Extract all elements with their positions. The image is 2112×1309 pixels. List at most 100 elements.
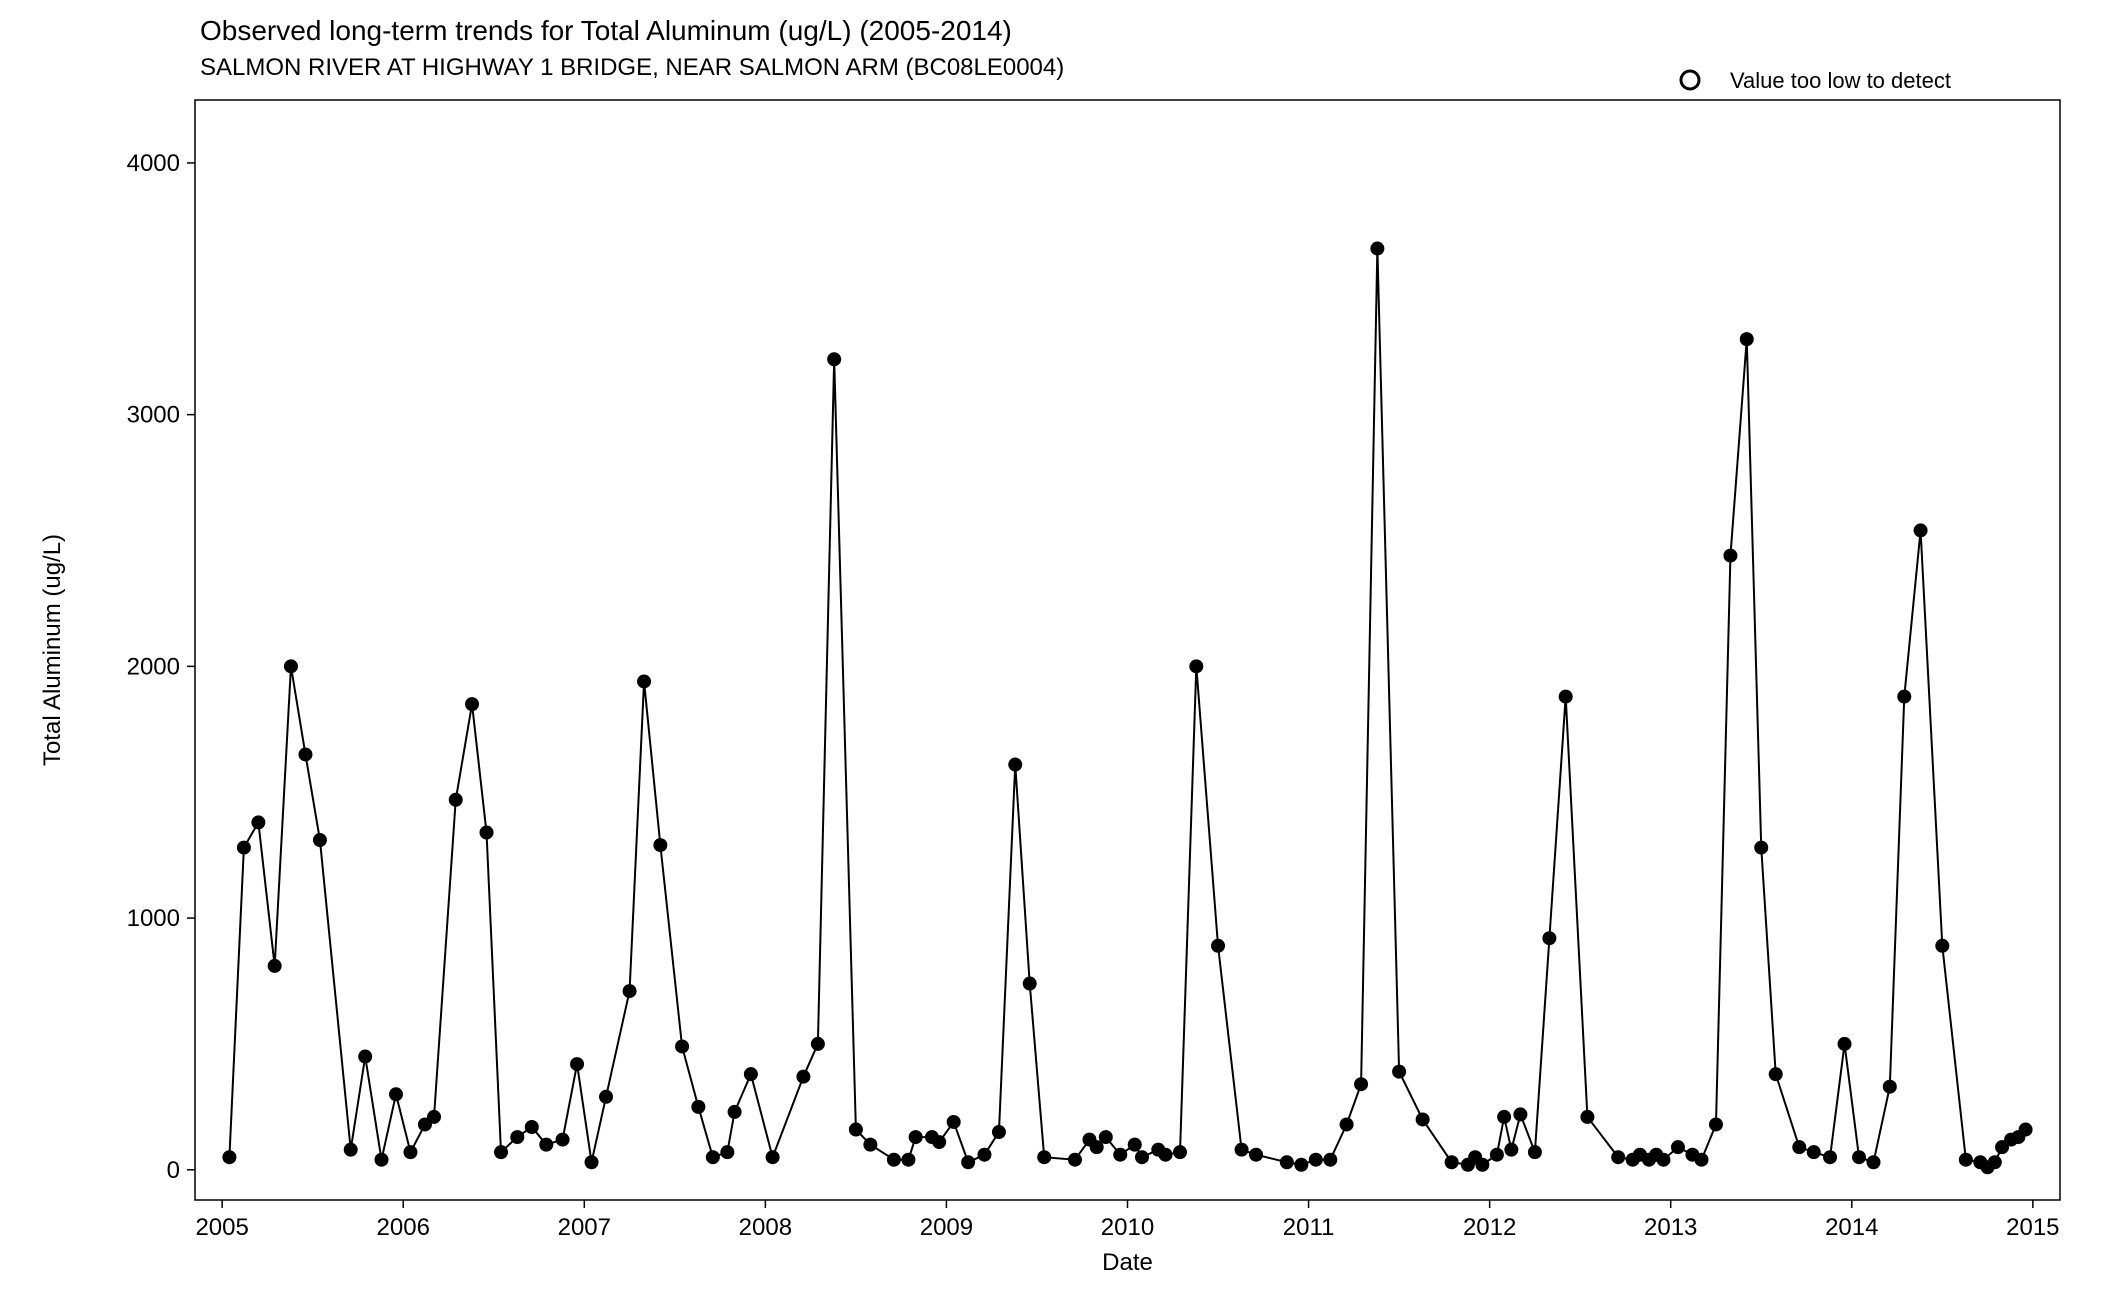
x-tick-label: 2012 (1463, 1214, 1516, 1241)
chart-container: Observed long-term trends for Total Alum… (0, 0, 2112, 1309)
data-point (251, 815, 265, 829)
x-axis-label: Date (1102, 1249, 1153, 1276)
data-point (2019, 1123, 2033, 1137)
data-point (947, 1115, 961, 1129)
data-point (1323, 1153, 1337, 1167)
data-point (556, 1133, 570, 1147)
data-point (1008, 758, 1022, 772)
x-tick-label: 2005 (195, 1214, 248, 1241)
data-point (796, 1070, 810, 1084)
data-point (1173, 1145, 1187, 1159)
x-tick-label: 2009 (920, 1214, 973, 1241)
data-point (1694, 1153, 1708, 1167)
data-point (766, 1150, 780, 1164)
data-point (449, 793, 463, 807)
x-tick-label: 2014 (1825, 1214, 1878, 1241)
data-point (1769, 1067, 1783, 1081)
data-point (480, 825, 494, 839)
data-point (222, 1150, 236, 1164)
data-point (570, 1057, 584, 1071)
data-point (1807, 1145, 1821, 1159)
data-point (1280, 1155, 1294, 1169)
data-point (1340, 1117, 1354, 1131)
data-point (1709, 1117, 1723, 1131)
x-tick-label: 2015 (2006, 1214, 2059, 1241)
data-point (1416, 1112, 1430, 1126)
data-point (706, 1150, 720, 1164)
data-point (403, 1145, 417, 1159)
data-point (1838, 1037, 1852, 1051)
data-point (1580, 1110, 1594, 1124)
data-point (1823, 1150, 1837, 1164)
data-point (237, 841, 251, 855)
data-point (1852, 1150, 1866, 1164)
data-point (1656, 1153, 1670, 1167)
data-point (720, 1145, 734, 1159)
data-point (1392, 1065, 1406, 1079)
data-point (389, 1087, 403, 1101)
data-point (284, 659, 298, 673)
data-point (1099, 1130, 1113, 1144)
legend: Value too low to detect (1681, 68, 1951, 93)
chart-subtitle: SALMON RIVER AT HIGHWAY 1 BRIDGE, NEAR S… (200, 54, 1064, 81)
x-tick-label: 2013 (1644, 1214, 1697, 1241)
series-line (229, 249, 2025, 1168)
data-point (728, 1105, 742, 1119)
data-point (1490, 1148, 1504, 1162)
data-point (1294, 1158, 1308, 1172)
data-point (313, 833, 327, 847)
data-point (637, 674, 651, 688)
plot-border (195, 100, 2060, 1200)
x-tick-label: 2011 (1283, 1214, 1335, 1241)
data-point (961, 1155, 975, 1169)
data-point (1513, 1107, 1527, 1121)
data-point (427, 1110, 441, 1124)
x-tick-label: 2007 (558, 1214, 611, 1241)
data-point (1723, 549, 1737, 563)
data-point (1235, 1143, 1249, 1157)
data-point (298, 747, 312, 761)
data-point (1068, 1153, 1082, 1167)
data-point (992, 1125, 1006, 1139)
y-tick-label: 4000 (127, 150, 180, 177)
data-point (465, 697, 479, 711)
x-tick-label: 2008 (739, 1214, 792, 1241)
data-point (599, 1090, 613, 1104)
data-point (977, 1148, 991, 1162)
data-point (1189, 659, 1203, 673)
data-point (1370, 242, 1384, 256)
y-axis-label: Total Aluminum (ug/L) (39, 534, 66, 766)
data-point (827, 352, 841, 366)
data-point (1935, 939, 1949, 953)
y-tick-label: 1000 (127, 905, 180, 932)
data-point (675, 1039, 689, 1053)
chart-svg: Observed long-term trends for Total Alum… (0, 0, 2112, 1309)
x-tick-label: 2006 (377, 1214, 430, 1241)
data-point (811, 1037, 825, 1051)
data-point (1249, 1148, 1263, 1162)
data-point (268, 959, 282, 973)
data-point (1542, 931, 1556, 945)
data-point (1867, 1155, 1881, 1169)
data-point (1559, 690, 1573, 704)
data-point (1740, 332, 1754, 346)
data-point (1792, 1140, 1806, 1154)
data-point (909, 1130, 923, 1144)
data-point (623, 984, 637, 998)
data-point (1914, 523, 1928, 537)
data-point (932, 1135, 946, 1149)
data-point (1959, 1153, 1973, 1167)
data-point (1113, 1148, 1127, 1162)
y-tick-label: 3000 (127, 402, 180, 429)
x-tick-label: 2010 (1101, 1214, 1154, 1241)
data-point (1037, 1150, 1051, 1164)
data-point (1354, 1077, 1368, 1091)
data-point (863, 1138, 877, 1152)
data-point (1754, 841, 1768, 855)
data-point (1504, 1143, 1518, 1157)
data-point (1445, 1155, 1459, 1169)
legend-label: Value too low to detect (1730, 68, 1951, 93)
data-point (1671, 1140, 1685, 1154)
data-point (494, 1145, 508, 1159)
data-point (887, 1153, 901, 1167)
